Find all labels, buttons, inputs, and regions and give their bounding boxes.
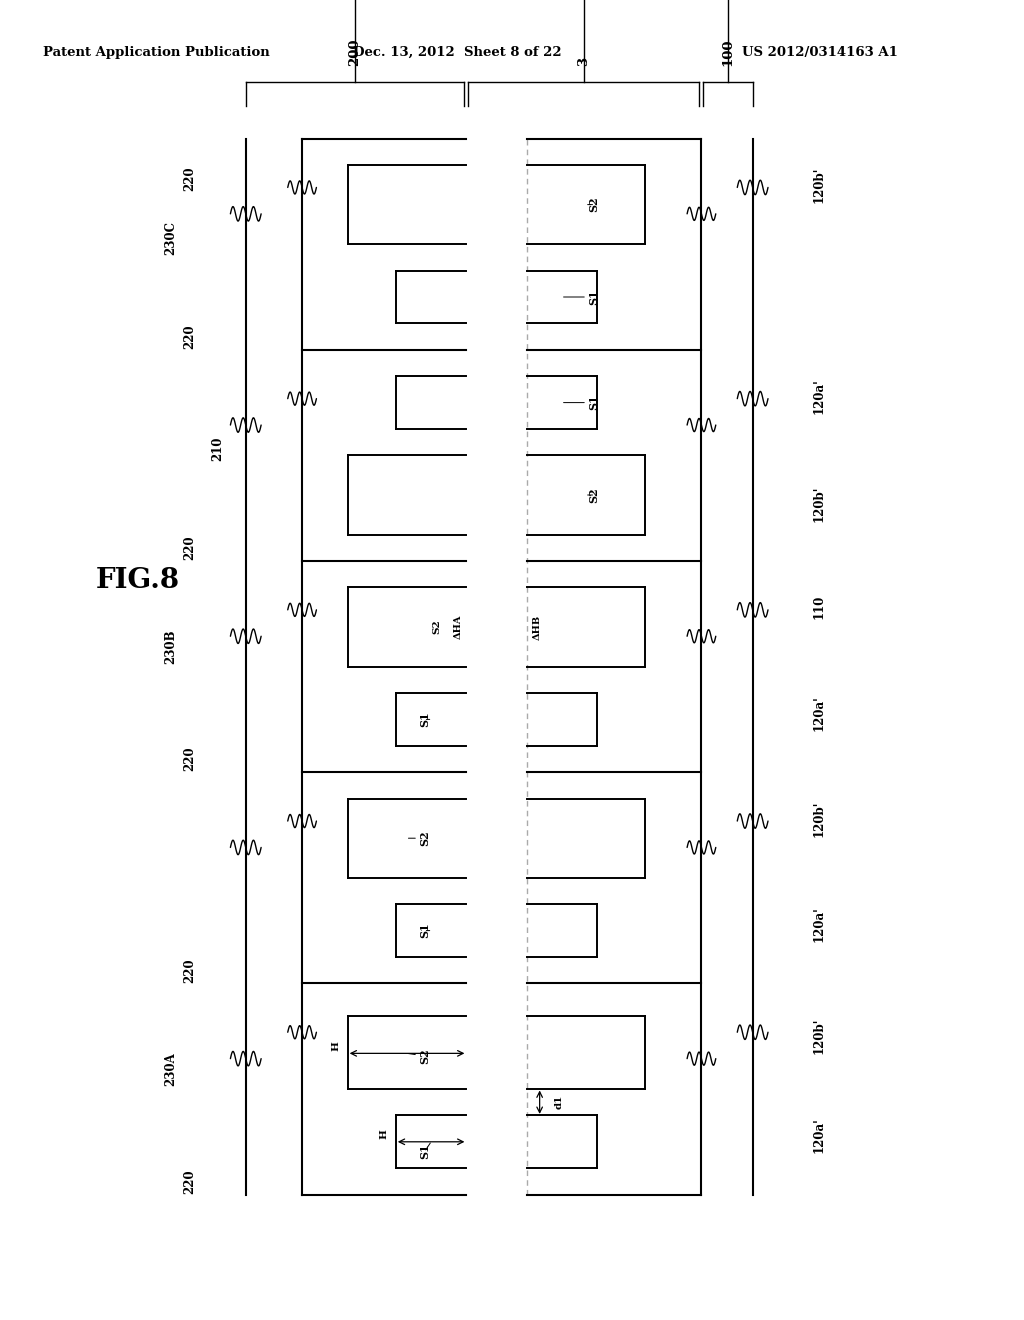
Text: S1: S1 <box>563 395 599 411</box>
Text: 120b': 120b' <box>813 486 825 523</box>
Text: 120b': 120b' <box>813 166 825 203</box>
Text: 3: 3 <box>578 57 590 66</box>
Text: S1: S1 <box>420 923 430 939</box>
Text: H: H <box>380 1130 388 1139</box>
Text: S2: S2 <box>433 619 441 635</box>
Text: 120a': 120a' <box>813 906 825 942</box>
Text: Patent Application Publication: Patent Application Publication <box>43 46 269 59</box>
Text: FIG.8: FIG.8 <box>96 568 180 594</box>
Text: S2: S2 <box>409 1048 430 1064</box>
Text: 220: 220 <box>183 1170 196 1193</box>
Text: S2: S2 <box>588 197 599 213</box>
Text: S2: S2 <box>409 830 430 846</box>
Text: Dec. 13, 2012  Sheet 8 of 22: Dec. 13, 2012 Sheet 8 of 22 <box>353 46 562 59</box>
Text: 120b': 120b' <box>813 1018 825 1055</box>
Text: 230B: 230B <box>165 630 177 664</box>
Text: US 2012/0314163 A1: US 2012/0314163 A1 <box>742 46 898 59</box>
Text: S1: S1 <box>420 1143 430 1159</box>
Text: d1: d1 <box>555 1096 564 1109</box>
Text: 220: 220 <box>183 747 196 771</box>
Text: 220: 220 <box>183 325 196 348</box>
Text: 110: 110 <box>813 595 825 619</box>
Text: 230A: 230A <box>165 1052 177 1086</box>
Text: 230C: 230C <box>165 220 177 255</box>
Text: S2: S2 <box>588 487 599 503</box>
Text: S1: S1 <box>563 289 599 305</box>
Text: 120a': 120a' <box>813 378 825 414</box>
Text: 100: 100 <box>722 38 734 66</box>
Text: ΔHA: ΔHA <box>454 615 462 639</box>
Text: S1: S1 <box>420 711 430 727</box>
Text: 220: 220 <box>183 536 196 560</box>
Text: 200: 200 <box>348 38 361 66</box>
Text: 220: 220 <box>183 958 196 982</box>
Text: 120a': 120a' <box>813 694 825 731</box>
Text: 120a': 120a' <box>813 1117 825 1154</box>
Text: 120b': 120b' <box>813 800 825 837</box>
Text: 210: 210 <box>212 437 224 461</box>
Text: 220: 220 <box>183 166 196 190</box>
Text: H: H <box>332 1041 340 1051</box>
Text: ΔHB: ΔHB <box>534 614 542 640</box>
